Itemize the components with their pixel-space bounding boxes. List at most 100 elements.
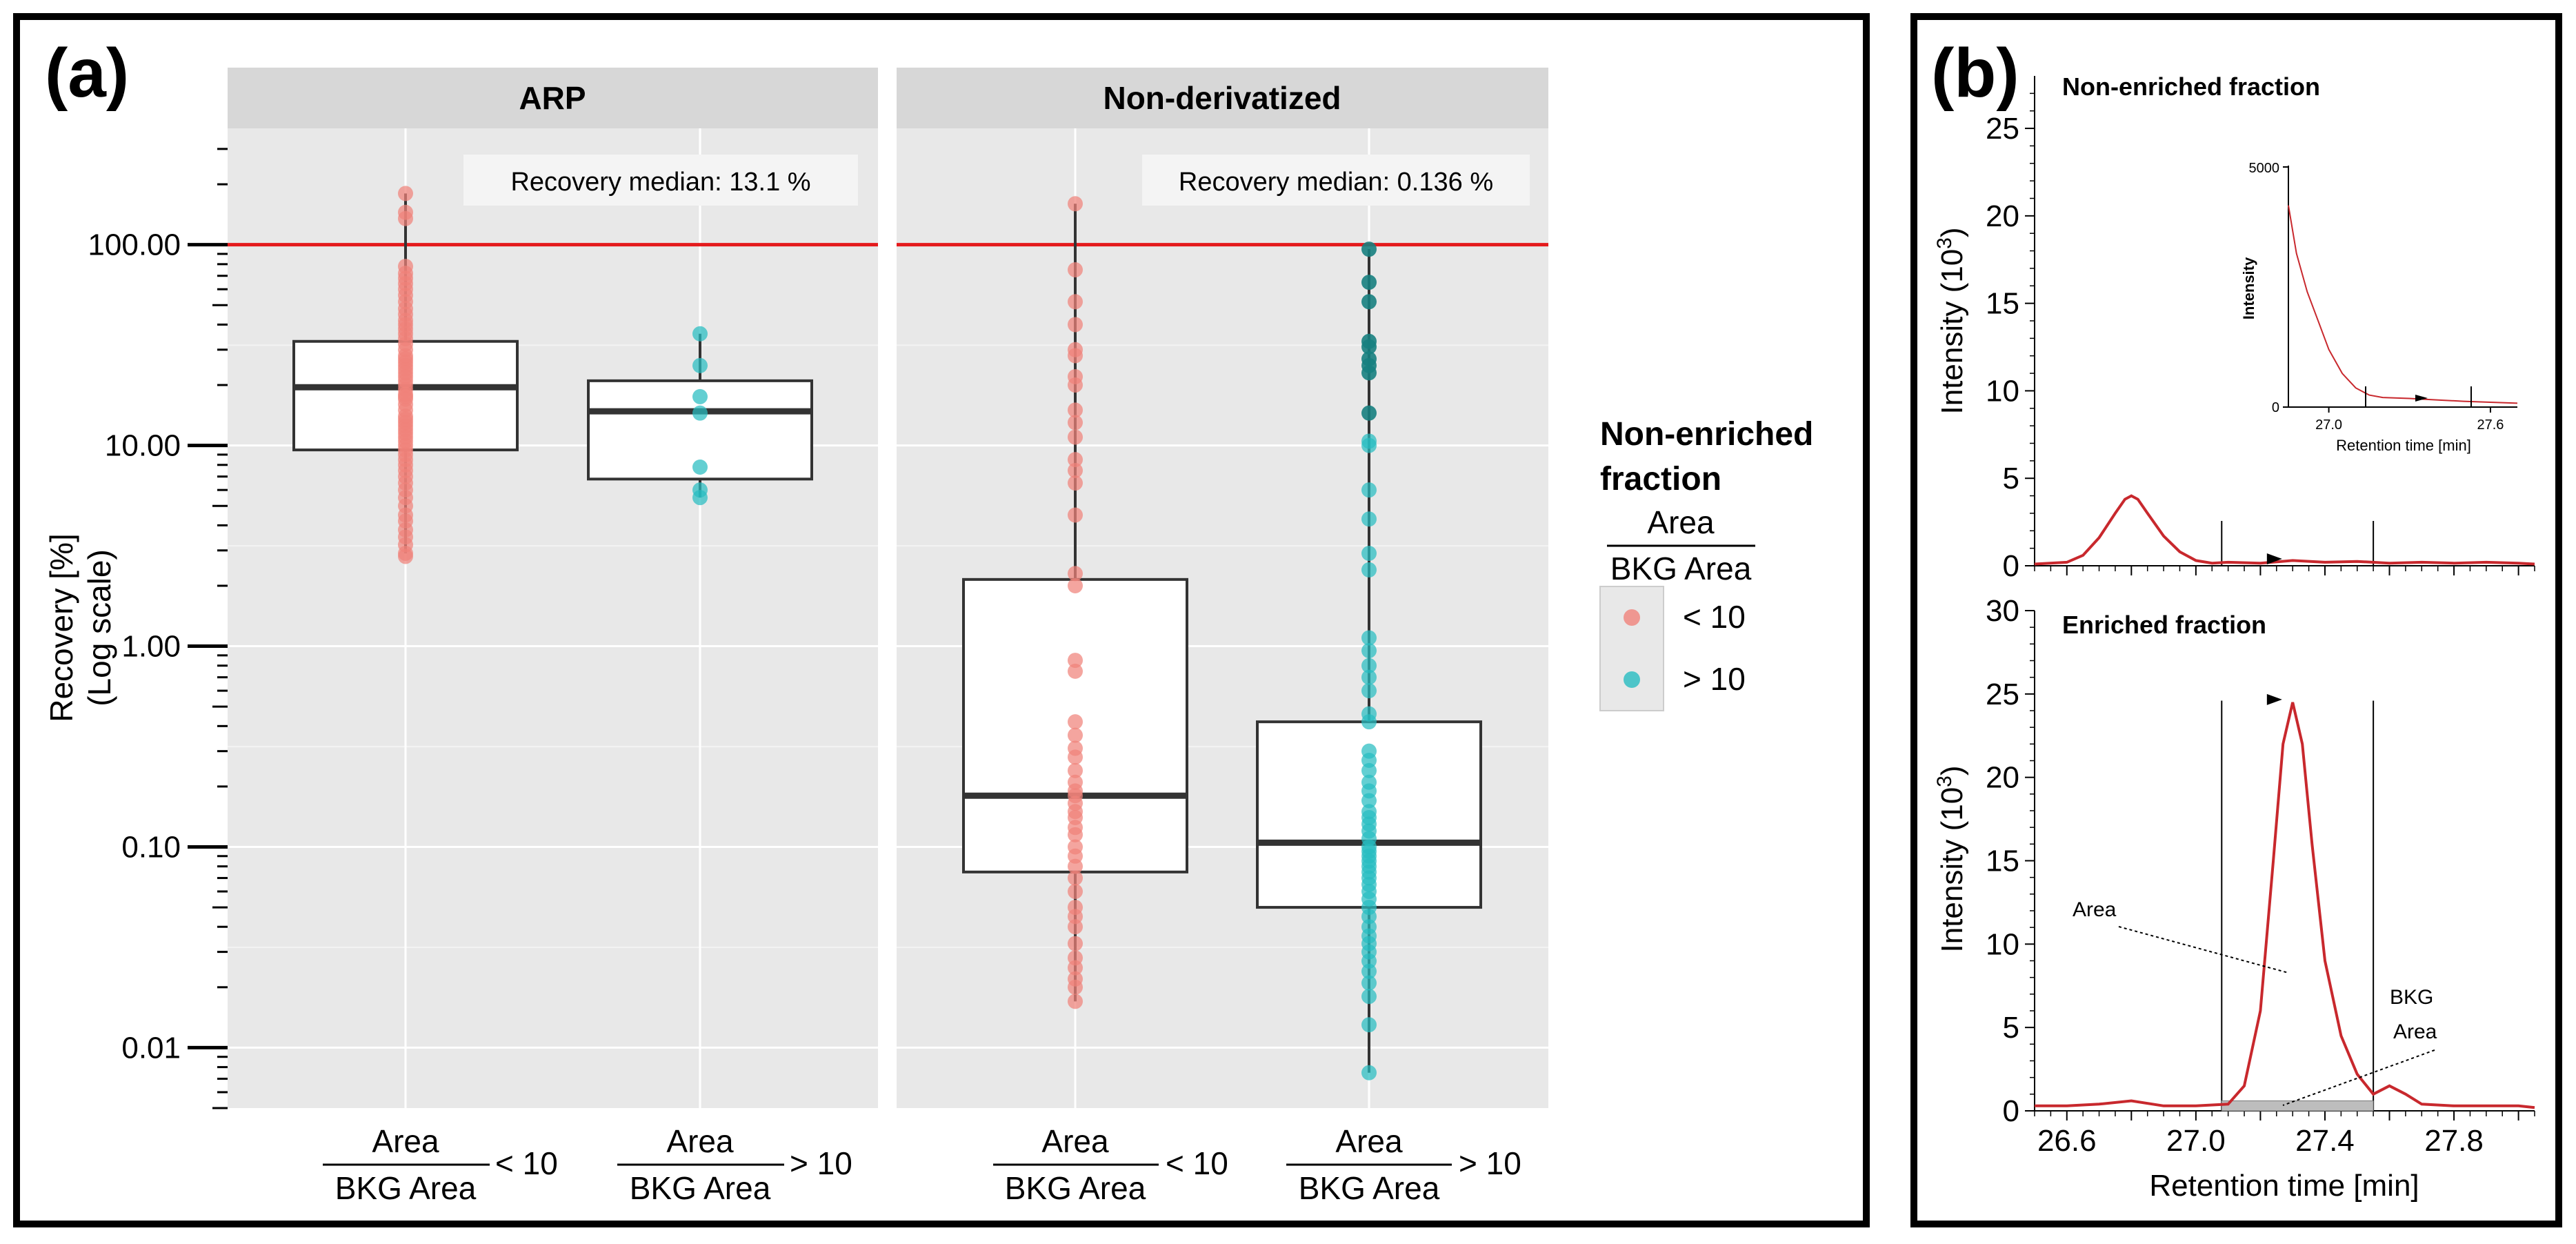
- x-tick-label: 27.0: [2166, 1124, 2226, 1158]
- data-point-overlap: [1361, 275, 1377, 290]
- data-point: [1361, 630, 1377, 646]
- x-tick-label: 27.8: [2424, 1124, 2484, 1158]
- top-y-axis-title: Intensity (103): [1933, 227, 1969, 414]
- data-point: [1068, 429, 1083, 445]
- data-points: [398, 186, 1377, 1080]
- bottom-x-axis-title: Retention time [min]: [2149, 1169, 2419, 1203]
- bottom-y-axis-title: Intensity (103): [1933, 765, 1969, 952]
- top-y-axis-title-exponent: 3: [1933, 237, 1956, 249]
- y-tick-label: 15: [1986, 287, 2019, 321]
- facet-strip-arp: [228, 68, 878, 128]
- panel-a-border: [13, 13, 1870, 1227]
- y-tick-label: 5: [2003, 1011, 2019, 1045]
- data-point: [1068, 196, 1083, 212]
- x-label-denominator: BKG Area: [630, 1170, 771, 1206]
- y-tick-label: 20: [1986, 199, 2019, 233]
- x-label-comparison: > 10: [1459, 1145, 1521, 1181]
- data-point: [1068, 663, 1083, 679]
- median-label-arp: Recovery median: 13.1 %: [510, 168, 810, 197]
- median-label-box-arp: [463, 155, 858, 206]
- top-y-axis-title-text: Intensity (10: [1935, 249, 1969, 415]
- data-point: [692, 460, 708, 475]
- data-point: [1361, 975, 1377, 991]
- y-tick-label: 100.00: [88, 228, 181, 262]
- top-y-ticks: 25 20 15 10 5 0: [1986, 92, 2035, 583]
- y-tick-label: 0: [2003, 1094, 2019, 1128]
- data-point: [692, 326, 708, 342]
- x-label-nonderiv-gt10: Area BKG Area > 10: [1286, 1123, 1521, 1206]
- data-point: [1361, 437, 1377, 453]
- x-label-comparison: > 10: [790, 1145, 852, 1181]
- data-point: [1361, 643, 1377, 659]
- data-point: [1068, 994, 1083, 1009]
- data-point: [1361, 1065, 1377, 1080]
- data-point: [1361, 989, 1377, 1005]
- inset-peak-marker-arrow: [2415, 395, 2428, 402]
- data-point: [692, 388, 708, 404]
- top-chromatogram-trace: [2034, 494, 2535, 566]
- bkg-area-region: [2221, 1100, 2374, 1112]
- x-label-numerator: Area: [666, 1123, 734, 1159]
- x-label-arp-lt10: Area BKG Area < 10: [323, 1123, 558, 1206]
- y-axis-title-line2: (Log scale): [81, 549, 117, 707]
- data-point: [1068, 462, 1083, 478]
- annotation-bkg-label-line1: BKG: [2390, 986, 2433, 1009]
- x-label-denominator: BKG Area: [1299, 1170, 1440, 1206]
- data-point: [1068, 727, 1083, 743]
- data-point: [692, 490, 708, 506]
- inset-x-axis-title: Retention time [min]: [2336, 437, 2471, 454]
- facet-title-nonderivatized: Non-derivatized: [1103, 80, 1341, 116]
- annotation-bkg-label-line2: Area: [2393, 1020, 2437, 1043]
- x-tick-label: 26.6: [2037, 1124, 2097, 1158]
- top-y-axis-title-close: ): [1935, 227, 1969, 237]
- inset-x-tick-label: 27.6: [2477, 417, 2504, 433]
- legend-label-lt10: < 10: [1683, 599, 1746, 635]
- data-point: [1361, 963, 1377, 979]
- data-point: [1068, 936, 1083, 951]
- data-point-overlap: [1361, 365, 1377, 381]
- legend-title-line2: fraction: [1600, 461, 1721, 497]
- y-tick-label: 0.10: [121, 830, 181, 864]
- data-point: [1068, 294, 1083, 310]
- inset: 5000 0 Intensity 27.0 27.6 Retention time…: [2240, 161, 2518, 454]
- bottom-y-axis-title-exponent: 3: [1933, 776, 1956, 787]
- bottom-peak-marker-arrow: [2266, 693, 2282, 705]
- y-tick-label: 10: [1986, 927, 2019, 961]
- panel-a: (a) ARP Non-derivatized Recovery median:…: [13, 13, 1870, 1227]
- y-tick-label: 30: [1986, 594, 2019, 628]
- data-point: [1361, 669, 1377, 685]
- annotation-area-leader: [2118, 926, 2289, 974]
- annotation-bkg-leader: [2282, 1049, 2435, 1106]
- data-point: [1068, 870, 1083, 886]
- bottom-chart-title: Enriched fraction: [2062, 611, 2266, 639]
- y-tick-label: 20: [1986, 761, 2019, 795]
- data-point-overlap: [1361, 339, 1377, 355]
- legend-denominator: BKG Area: [1610, 551, 1752, 586]
- data-point: [1361, 562, 1377, 577]
- top-integration-bounds: [2221, 521, 2375, 566]
- inset-y-axis-title: Intensity: [2240, 257, 2257, 319]
- data-point: [1361, 482, 1377, 498]
- top-x-ticks: [2034, 566, 2535, 575]
- annotation-area-label: Area: [2073, 898, 2117, 921]
- median-label-nonderivatized: Recovery median: 0.136 %: [1179, 168, 1493, 197]
- data-point: [1068, 762, 1083, 778]
- panel-b-label: (b): [1931, 34, 2019, 112]
- inset-chromatogram-trace: [2288, 205, 2518, 404]
- x-label-denominator: BKG Area: [1005, 1170, 1146, 1206]
- data-point-overlap: [1361, 294, 1377, 310]
- facet-strip-nonderivatized: [897, 68, 1548, 128]
- data-point: [1068, 475, 1083, 491]
- data-point: [1068, 979, 1083, 995]
- legend-label-gt10: > 10: [1683, 661, 1746, 697]
- x-label-arp-gt10: Area BKG Area > 10: [617, 1123, 852, 1206]
- data-point: [1361, 683, 1377, 699]
- plot-area-arp: [228, 128, 878, 1108]
- data-point: [1068, 827, 1083, 842]
- data-point: [1361, 658, 1377, 673]
- top-peak-marker-arrow: [2266, 553, 2282, 564]
- y-tick-label: 10.00: [105, 429, 181, 463]
- legend-title-line1: Non-enriched: [1600, 416, 1813, 453]
- data-point: [398, 186, 413, 201]
- y-tick-label: 0: [2003, 549, 2019, 583]
